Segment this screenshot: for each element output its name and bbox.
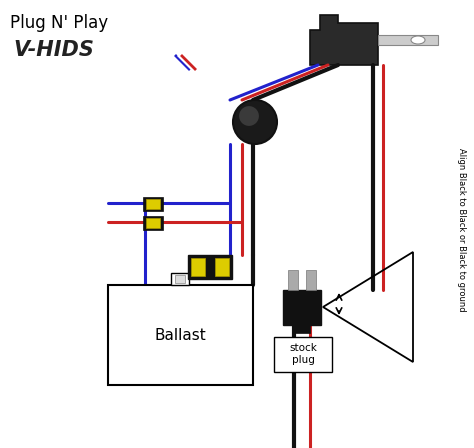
Bar: [108, 285, 253, 385]
Bar: [175, 275, 185, 283]
Bar: [378, 35, 438, 45]
Text: V-HIDS: V-HIDS: [13, 40, 94, 60]
Ellipse shape: [411, 36, 425, 44]
Text: Ballast: Ballast: [154, 327, 206, 343]
Bar: [215, 258, 229, 276]
Bar: [171, 273, 189, 285]
Circle shape: [233, 100, 277, 144]
Bar: [294, 325, 310, 333]
Text: Align Black to Black or Black to ground: Align Black to Black or Black to ground: [457, 148, 466, 312]
Text: stock
plug: stock plug: [289, 343, 317, 365]
Bar: [288, 270, 298, 290]
Text: Plug N' Play: Plug N' Play: [10, 14, 108, 32]
Bar: [146, 218, 160, 228]
Bar: [274, 337, 332, 372]
Bar: [306, 270, 316, 290]
Circle shape: [239, 106, 259, 126]
Polygon shape: [310, 15, 378, 65]
Bar: [188, 255, 232, 279]
Bar: [143, 216, 163, 230]
Bar: [146, 199, 160, 209]
Bar: [191, 258, 205, 276]
Bar: [143, 197, 163, 211]
Bar: [283, 290, 321, 325]
